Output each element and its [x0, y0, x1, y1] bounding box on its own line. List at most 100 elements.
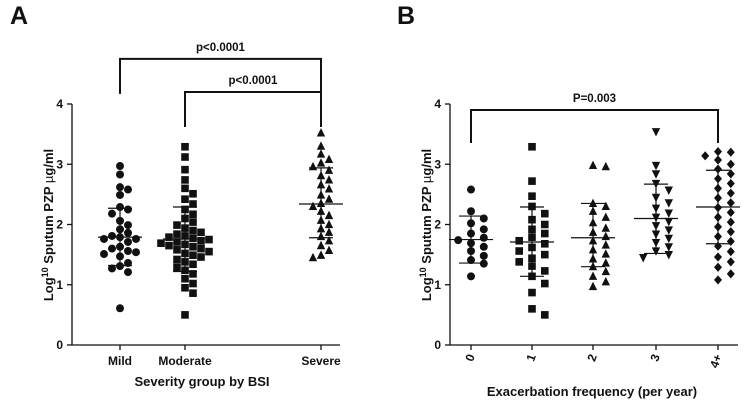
data-point: [664, 226, 673, 235]
data-point: [601, 249, 610, 258]
significance-bracket: [119, 57, 322, 94]
y-tick-label: 4: [434, 97, 441, 111]
x-tick-label: Moderate: [158, 354, 212, 368]
data-point: [316, 149, 326, 158]
data-point: [124, 247, 132, 256]
data-point: [124, 268, 132, 277]
data-point: [467, 272, 475, 281]
data-point: [324, 219, 334, 229]
panel-a: A Log10 Sputum PZP µg/ml Severity group …: [10, 2, 343, 389]
panel-b: B Log10 Sputum PZP µg/ml Exacerbation fr…: [397, 2, 740, 399]
y-tick-label: 4: [56, 97, 63, 111]
data-point: [651, 170, 661, 179]
y-tick-label: 0: [434, 338, 441, 352]
data-point: [165, 233, 173, 241]
data-point: [205, 235, 213, 244]
data-point: [541, 239, 549, 248]
data-point: [601, 258, 610, 267]
y-axis-title-b: Log10 Sputum PZP µg/ml: [418, 149, 434, 301]
data-point: [165, 241, 173, 250]
data-point: [316, 240, 326, 250]
data-point: [324, 227, 334, 236]
data-point: [528, 305, 536, 313]
x-axis-title-a: Severity group by BSI: [134, 374, 269, 389]
data-point: [601, 161, 610, 171]
data-point: [601, 201, 610, 211]
data-point: [181, 142, 189, 151]
x-tick-label: Severe: [301, 354, 341, 368]
data-point: [189, 234, 197, 243]
data-point: [205, 247, 213, 256]
data-point: [189, 242, 197, 251]
p-value-label: p<0.0001: [196, 42, 246, 54]
data-point: [324, 175, 334, 184]
data-point: [541, 229, 549, 238]
data-point: [316, 128, 326, 137]
data-point: [479, 242, 488, 251]
data-point: [108, 244, 116, 253]
data-point: [726, 188, 735, 198]
data-point: [181, 283, 189, 292]
data-point: [173, 238, 181, 246]
data-point: [116, 203, 124, 212]
data-point: [454, 236, 463, 245]
data-point: [100, 250, 108, 259]
data-point: [664, 217, 673, 227]
data-point: [726, 178, 735, 189]
data-point: [108, 209, 116, 218]
data-point: [173, 246, 181, 254]
x-tick-label: 2: [584, 352, 600, 363]
data-point: [316, 250, 326, 259]
data-point: [528, 288, 536, 297]
data-point: [664, 234, 673, 244]
data-point: [479, 233, 488, 242]
data-point: [189, 200, 197, 208]
data-point: [714, 164, 722, 174]
data-point: [308, 252, 318, 262]
data-point: [651, 128, 661, 137]
data-point: [479, 259, 488, 268]
data-point: [124, 221, 132, 230]
data-point: [316, 158, 326, 167]
data-point: [189, 210, 197, 219]
data-point: [467, 207, 475, 216]
data-point: [726, 207, 735, 218]
data-point: [189, 226, 197, 235]
data-point: [173, 263, 181, 272]
data-point: [515, 236, 523, 245]
data-point: [726, 198, 735, 208]
data-point: [726, 217, 735, 227]
data-point: [515, 247, 523, 255]
data-point: [189, 270, 197, 278]
data-point: [116, 170, 124, 179]
data-point: [588, 281, 598, 291]
data-point: [726, 147, 735, 157]
data-point: [181, 165, 189, 174]
data-point: [714, 146, 722, 157]
data-point: [528, 202, 536, 211]
y-tick-label: 2: [434, 218, 441, 232]
data-point: [541, 209, 549, 218]
data-point: [116, 304, 124, 313]
data-point: [726, 236, 735, 246]
data-point: [714, 252, 722, 262]
data-point: [324, 210, 334, 220]
data-point: [664, 199, 673, 208]
significance-bracket: [470, 109, 719, 144]
data-point: [467, 185, 475, 194]
data-point: [189, 289, 197, 297]
data-point: [308, 201, 318, 211]
panel-letter-a: A: [10, 2, 28, 30]
data-point: [479, 225, 488, 234]
data-point: [189, 260, 197, 269]
data-point: [588, 271, 598, 280]
data-point: [324, 154, 334, 164]
y-tick-label: 3: [434, 157, 441, 171]
y-tick-label: 0: [56, 338, 63, 352]
data-point: [197, 236, 205, 245]
data-point: [124, 237, 132, 246]
data-point: [197, 244, 205, 253]
data-point: [181, 274, 189, 283]
data-point: [108, 231, 116, 240]
